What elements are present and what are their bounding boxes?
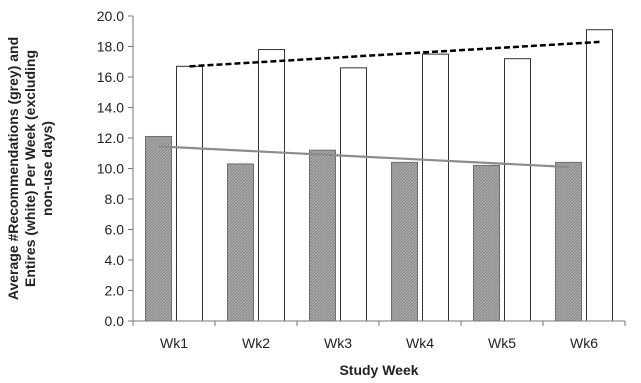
- bar-recommendations: [555, 161, 582, 322]
- y-tick-label: 0.0: [105, 313, 125, 329]
- trendlines: [158, 40, 600, 169]
- trendline-entries: [189, 40, 600, 68]
- x-tick-label: Wk5: [488, 335, 516, 351]
- bars: [145, 29, 613, 322]
- bar-recommendations: [227, 163, 254, 322]
- x-tick-label: Wk2: [242, 335, 270, 351]
- y-axis-title-line: Entires (white) Per Week (excluding: [22, 50, 38, 287]
- bar-entries: [258, 49, 285, 322]
- bar-recommendations: [391, 161, 418, 322]
- y-tick-label: 20.0: [97, 8, 124, 24]
- bar-entries: [586, 29, 613, 322]
- y-tick-label: 14.0: [97, 100, 124, 116]
- x-tick-label: Wk4: [406, 335, 434, 351]
- y-axis: 0.0 2.0 4.0 6.0 8.0 10.0 12.0 14.0 16.0 18.0 20.0: [97, 8, 134, 329]
- y-axis-title-line: non-use days): [39, 121, 55, 216]
- y-tick-label: 18.0: [97, 39, 124, 55]
- y-tick-label: 10.0: [97, 161, 124, 177]
- bar-entries: [504, 58, 531, 322]
- bar-entries: [422, 53, 449, 322]
- bar-recommendations: [145, 135, 172, 322]
- y-axis-title-line: Average #Recommendations (grey) and: [5, 37, 21, 300]
- x-axis: Wk1 Wk2 Wk3 Wk4 Wk5 Wk6: [132, 320, 626, 351]
- y-tick-label: 6.0: [105, 222, 125, 238]
- y-axis-title: Average #Recommendations (grey) and Entir…: [5, 37, 55, 300]
- y-tick-label: 2.0: [105, 283, 125, 299]
- x-tick-label: Wk3: [324, 335, 352, 351]
- x-tick-label: Wk6: [570, 335, 598, 351]
- bar-entries: [340, 67, 367, 322]
- trendline-recommendations: [158, 145, 569, 169]
- x-tick-label: Wk1: [160, 335, 188, 351]
- y-tick-label: 8.0: [105, 191, 125, 207]
- y-tick-label: 4.0: [105, 252, 125, 268]
- y-tick-label: 16.0: [97, 69, 124, 85]
- bar-entries: [176, 65, 203, 322]
- x-axis-title: Study Week: [339, 362, 418, 378]
- y-tick-label: 12.0: [97, 130, 124, 146]
- bar-recommendations: [473, 164, 500, 322]
- bar-recommendations: [309, 149, 336, 322]
